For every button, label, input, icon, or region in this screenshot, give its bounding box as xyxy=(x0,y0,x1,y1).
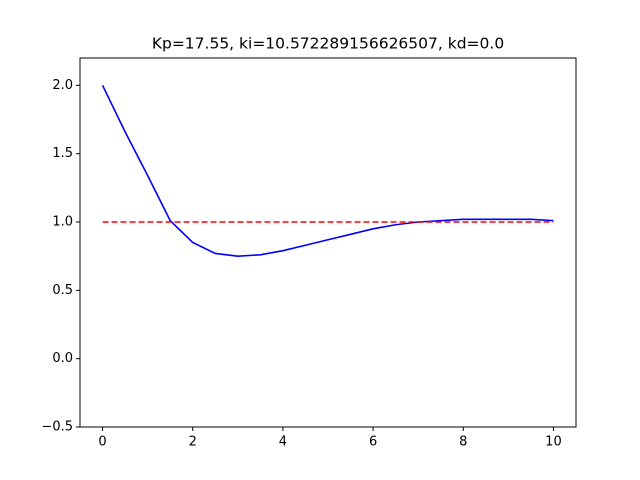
x-tick-label: 0 xyxy=(98,435,106,450)
line xyxy=(101,84,554,257)
y-tick-label: 2.0 xyxy=(52,78,73,93)
y-tick-label: 1.5 xyxy=(52,146,73,161)
x-tick-label: 6 xyxy=(369,435,377,450)
plot-frame xyxy=(79,57,577,428)
x-tick-label: 10 xyxy=(545,435,562,450)
x-tick-label: 8 xyxy=(459,435,467,450)
y-tick-label: −0.5 xyxy=(41,420,73,435)
chart-title: Kp=17.55, ki=10.572289156626507, kd=0.0 xyxy=(152,35,504,53)
x-tick-label: 2 xyxy=(189,435,197,450)
x-tick-label: 4 xyxy=(279,435,287,450)
y-tick-label: 0.5 xyxy=(52,283,73,298)
y-tick-label: 0.0 xyxy=(52,351,73,366)
y-tick-label: 1.0 xyxy=(52,215,73,230)
